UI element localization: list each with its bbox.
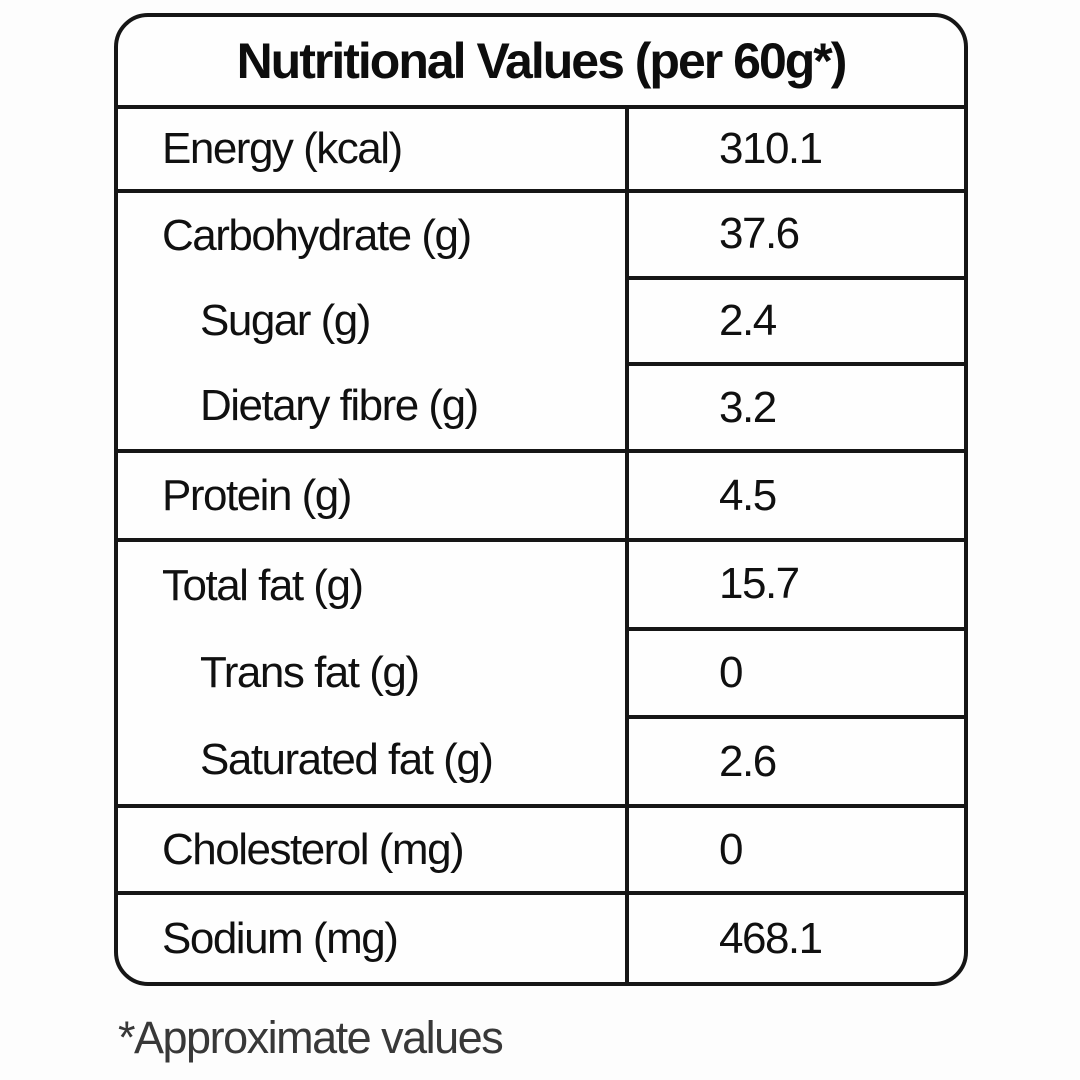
table-row-group-total-fat: Total fat (g) Trans fat (g) Saturated fa… [118, 538, 964, 804]
sodium-value: 468.1 [719, 913, 823, 963]
trans-fat-value: 0 [629, 626, 964, 716]
dietary-fibre-label: Dietary fibre (g) [200, 381, 479, 431]
saturated-fat-label: Saturated fat (g) [200, 735, 494, 785]
total-fat-value: 15.7 [719, 559, 800, 609]
sugar-value: 2.4 [629, 275, 964, 363]
cholesterol-value: 0 [719, 824, 743, 874]
carbohydrate-value: 37.6 [719, 209, 800, 259]
cholesterol-label: Cholesterol (mg) [162, 824, 465, 874]
trans-fat-label: Trans fat (g) [200, 647, 420, 697]
dietary-fibre-value: 3.2 [629, 362, 964, 449]
table-row-protein: Protein (g) 4.5 [118, 449, 964, 538]
protein-label: Protein (g) [162, 470, 352, 520]
table-title: Nutritional Values (per 60g*) [236, 33, 848, 89]
table-row-group-carbohydrate: Carbohydrate (g) Sugar (g) Dietary fibre… [118, 189, 964, 449]
energy-value: 310.1 [719, 124, 823, 173]
saturated-fat-value: 2.6 [629, 715, 964, 804]
table-row-cholesterol: Cholesterol (mg) 0 [118, 804, 964, 891]
footnote: *Approximate values [118, 1012, 504, 1063]
nutrition-table: Nutritional Values (per 60g*) Energy (kc… [114, 13, 968, 986]
energy-label: Energy (kcal) [162, 124, 403, 173]
sugar-label: Sugar (g) [200, 295, 371, 345]
sodium-label: Sodium (mg) [162, 913, 399, 963]
carbohydrate-label: Carbohydrate (g) [162, 210, 472, 260]
table-row-sodium: Sodium (mg) 468.1 [118, 891, 964, 982]
table-row-energy: Energy (kcal) 310.1 [118, 105, 964, 189]
total-fat-label: Total fat (g) [162, 560, 364, 610]
protein-value: 4.5 [719, 470, 777, 520]
